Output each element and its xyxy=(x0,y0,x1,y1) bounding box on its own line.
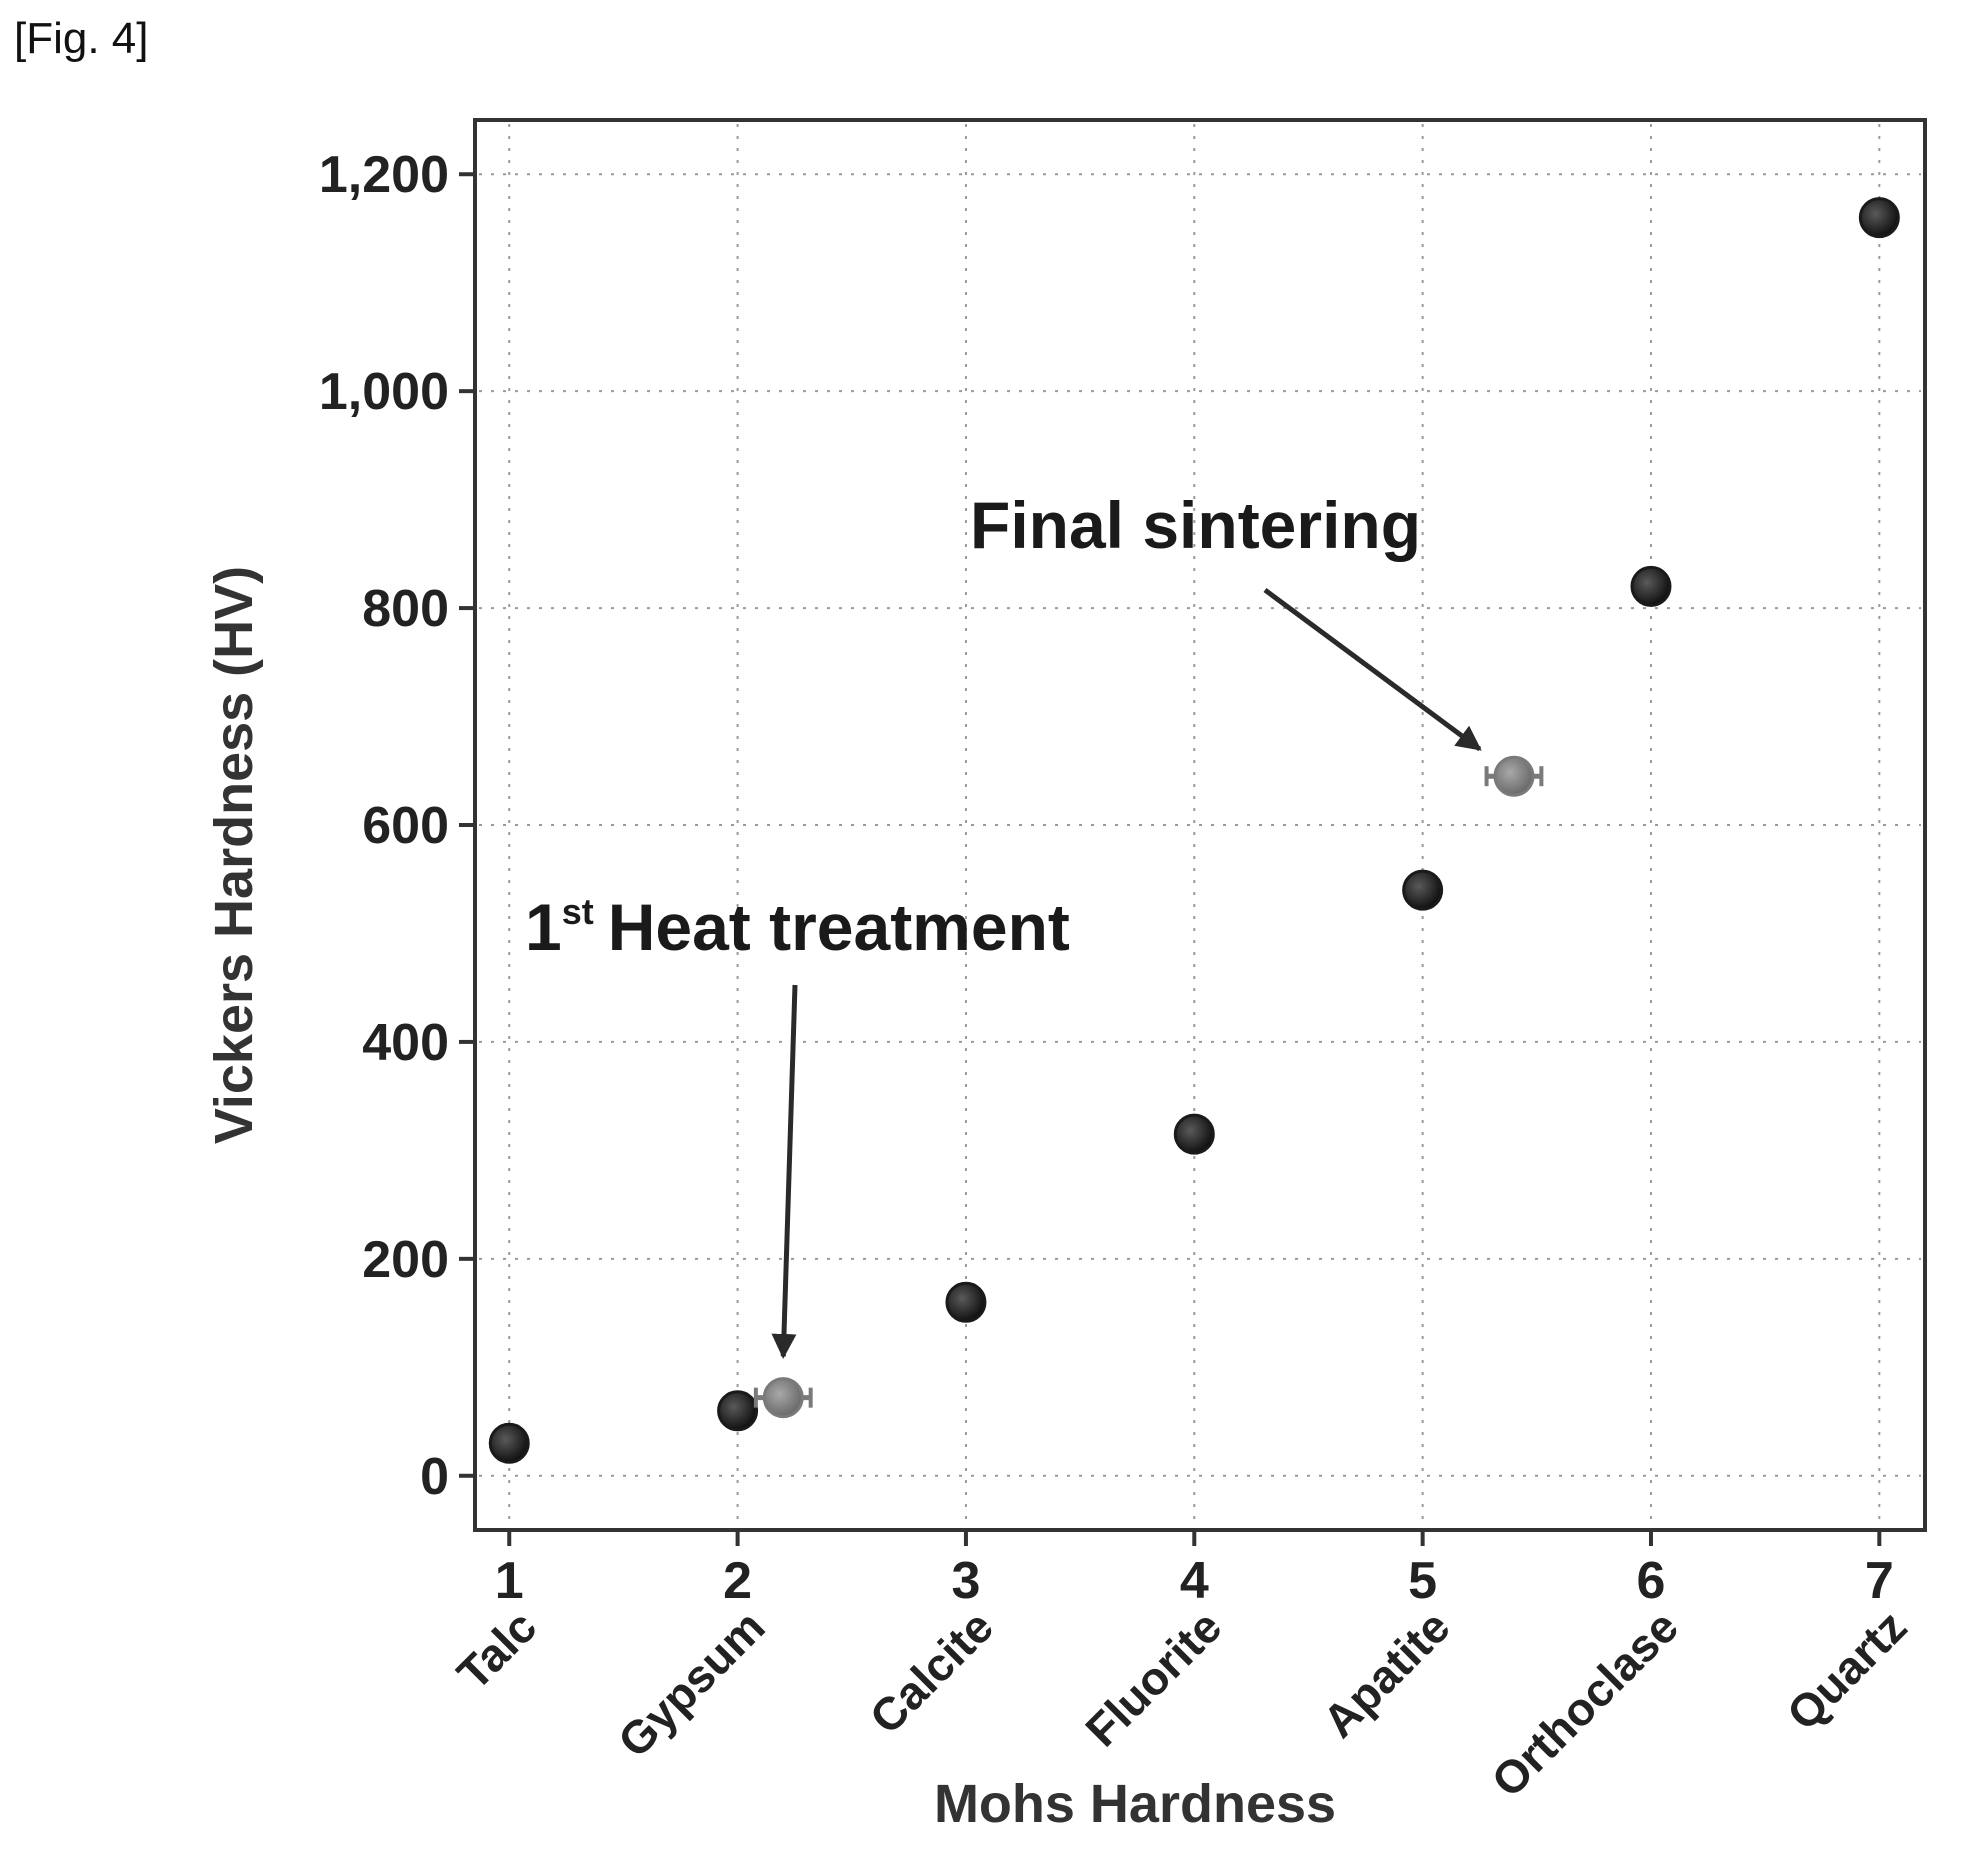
x-category-label-1: Gypsum xyxy=(608,1600,775,1767)
data-point-1-1 xyxy=(1493,755,1535,797)
data-point-0-0 xyxy=(488,1422,530,1464)
grid-lines xyxy=(479,124,1921,1526)
x-category-label-4: Apatite xyxy=(1313,1600,1460,1747)
y-tick-label-2: 400 xyxy=(362,1014,449,1072)
x-tick-label-2: 3 xyxy=(951,1552,980,1610)
annotation-final-sintering: Final sintering xyxy=(970,488,1421,562)
data-point-0-3 xyxy=(1173,1113,1215,1155)
x-category-label-5: Orthoclase xyxy=(1481,1600,1688,1807)
x-category-label-6: Quartz xyxy=(1777,1600,1917,1740)
x-category-label-0: Talc xyxy=(447,1600,546,1699)
y-axis-ticks: 0 200 400 600 800 1,000 1,200 xyxy=(319,146,475,1506)
annotation-heat-treatment: 1st Heat treatment xyxy=(525,890,1070,964)
y-axis-title: Vickers Hardness (HV) xyxy=(204,566,264,1144)
y-tick-label-0: 0 xyxy=(420,1448,449,1506)
x-tick-label-5: 6 xyxy=(1637,1552,1666,1610)
y-tick-label-1: 200 xyxy=(362,1231,449,1289)
data-point-0-5 xyxy=(1630,565,1672,607)
x-tick-label-0: 1 xyxy=(495,1552,524,1610)
arrow-heat-treatment xyxy=(771,984,798,1359)
annotation-heat-treatment-superscript: st xyxy=(562,891,594,932)
data-point-1-0 xyxy=(762,1377,804,1419)
figure-label: [Fig. 4] xyxy=(14,14,149,63)
y-tick-label-4: 800 xyxy=(362,580,449,638)
data-point-0-2 xyxy=(945,1281,987,1323)
annotations: 1st Heat treatment Final sintering xyxy=(525,488,1482,1359)
data-points xyxy=(488,197,1900,1464)
data-point-0-4 xyxy=(1402,869,1444,911)
y-tick-label-5: 1,000 xyxy=(319,363,449,421)
x-tick-label-4: 5 xyxy=(1408,1552,1437,1610)
data-point-0-1 xyxy=(717,1390,759,1432)
arrow-final-sintering xyxy=(1263,587,1482,752)
y-tick-label-6: 1,200 xyxy=(319,146,449,204)
x-tick-label-6: 7 xyxy=(1865,1552,1894,1610)
annotation-heat-treatment-prefix: 1 xyxy=(525,890,562,964)
y-tick-label-3: 600 xyxy=(362,797,449,855)
data-point-0-6 xyxy=(1858,197,1900,239)
x-axis-title: Mohs Hardness xyxy=(934,1774,1336,1834)
x-tick-label-3: 4 xyxy=(1180,1552,1209,1610)
x-tick-label-1: 2 xyxy=(723,1552,752,1610)
x-category-label-2: Calcite xyxy=(860,1600,1003,1743)
x-category-label-3: Fluorite xyxy=(1075,1600,1231,1756)
annotation-heat-treatment-text: Heat treatment xyxy=(608,890,1070,964)
